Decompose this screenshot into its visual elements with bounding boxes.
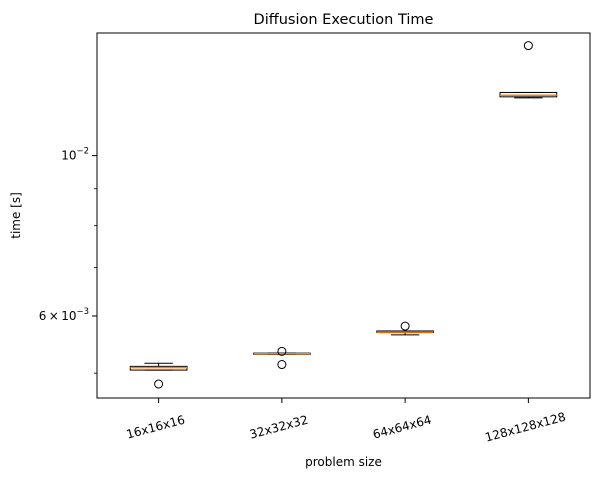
box-64x64x64 <box>376 321 434 336</box>
outlier-point <box>154 379 164 389</box>
y-axis-label: time [s] <box>9 192 23 239</box>
outlier-point <box>277 346 287 356</box>
x-axis-label: problem size <box>305 455 382 469</box>
box-16x16x16 <box>129 362 188 389</box>
box-32x32x32 <box>253 346 311 370</box>
chart-title: Diffusion Execution Time <box>254 12 434 28</box>
y-tick-label: 10−2 <box>61 147 89 163</box>
outlier-point <box>400 321 410 331</box>
outlier-point <box>277 360 287 370</box>
box-128x128x128 <box>499 41 558 99</box>
y-tick-label: 6 × 10−3 <box>39 307 89 323</box>
outlier-point <box>523 41 533 51</box>
axes-frame <box>96 32 591 399</box>
